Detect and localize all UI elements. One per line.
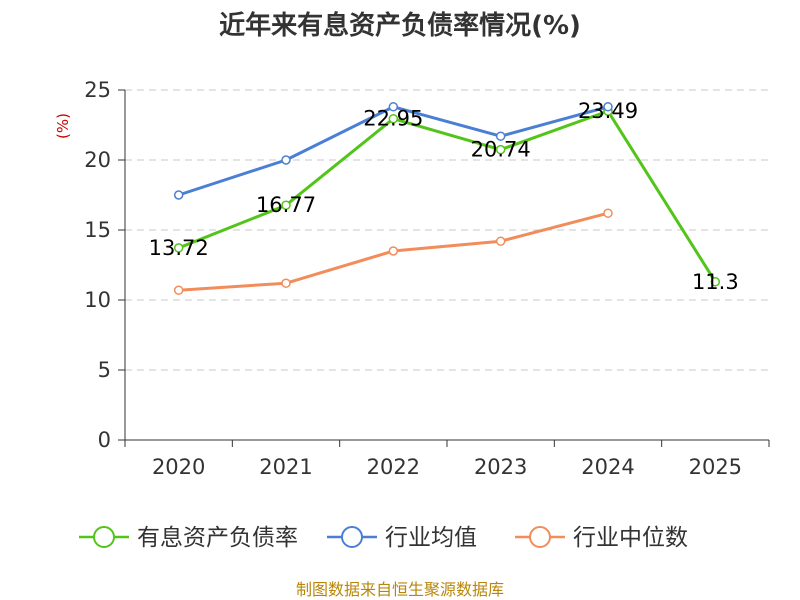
y-tick-label: 25: [84, 78, 111, 102]
y-axis-label: (%): [54, 113, 72, 139]
x-tick-label: 2024: [581, 455, 634, 479]
data-point: [710, 277, 721, 287]
legend-label: 行业均值: [385, 525, 477, 551]
x-tick-label: 2023: [474, 455, 527, 479]
data-point: [603, 208, 613, 218]
data-point: [281, 155, 291, 165]
series-layer: [173, 102, 721, 295]
y-tick-label: 20: [84, 148, 111, 172]
axes: [118, 89, 770, 447]
data-point: [281, 278, 291, 288]
source-note: 制图数据来自恒生聚源数据库: [296, 580, 504, 599]
data-point: [173, 243, 184, 253]
legend-marker: [93, 526, 115, 548]
data-label: 13.72: [149, 236, 209, 260]
data-labels: 13.72 16.77 22.95 20.74 23.49 11.3: [149, 99, 739, 294]
legend: 有息资产负债率 行业均值 行业中位数: [79, 525, 688, 551]
data-point: [495, 236, 506, 246]
data-label: 23.49: [578, 99, 638, 123]
data-point: [388, 102, 399, 112]
data-point: [603, 102, 613, 112]
legend-label: 有息资产负债率: [137, 525, 298, 551]
series-line-0: [178, 109, 717, 283]
y-tick-label: 15: [84, 218, 111, 242]
legend-item: 行业中位数: [515, 525, 688, 551]
legend-item: 有息资产负债率: [79, 525, 298, 551]
legend-marker: [529, 526, 551, 548]
data-point: [495, 131, 506, 141]
y-tick-label: 10: [84, 288, 111, 312]
x-tick-label: 2022: [367, 455, 420, 479]
x-tick-label: 2021: [259, 455, 312, 479]
data-point: [495, 144, 506, 155]
data-label: 20.74: [471, 138, 531, 162]
data-point: [388, 246, 399, 256]
data-point: [388, 113, 399, 124]
data-label: 11.3: [692, 270, 739, 294]
legend-item: 行业均值: [327, 525, 477, 551]
x-tick-label: 2020: [152, 455, 205, 479]
y-tick-label: 5: [98, 358, 111, 382]
data-point: [281, 200, 291, 210]
data-point: [173, 190, 184, 200]
data-label: 22.95: [363, 107, 423, 131]
data-label: 16.77: [256, 193, 316, 217]
chart-title: 近年来有息资产负债率情况(%): [219, 10, 581, 41]
legend-marker: [341, 526, 363, 548]
x-tick-label: 2025: [689, 455, 742, 479]
data-point: [173, 285, 184, 295]
legend-label: 行业中位数: [573, 525, 688, 551]
y-tick-label: 0: [98, 428, 111, 452]
